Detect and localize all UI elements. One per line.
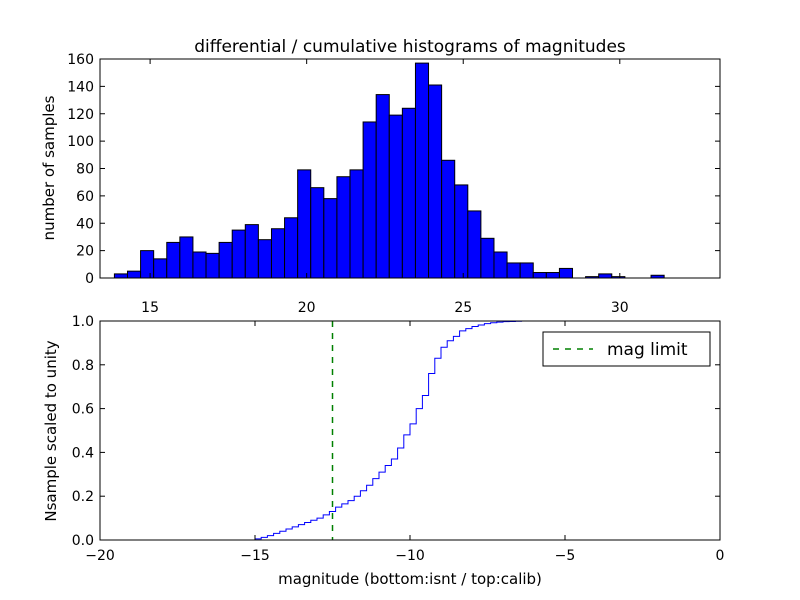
- x-tick-label: −20: [85, 548, 115, 564]
- x-tick-label: 0: [716, 548, 725, 564]
- chart-title: differential / cumulative histograms of …: [194, 37, 626, 57]
- histogram-bar: [375, 94, 390, 279]
- histogram-bar: [179, 236, 194, 279]
- histogram-bar: [545, 272, 560, 279]
- x-tick-label: 15: [141, 300, 159, 316]
- y-tick-label: 100: [67, 134, 94, 150]
- y-tick-label: 0.6: [72, 402, 94, 418]
- histogram-bar: [284, 217, 299, 279]
- y-tick-label: 0.8: [72, 358, 94, 374]
- y-tick-label: 60: [76, 189, 94, 205]
- histogram-bar: [388, 114, 403, 279]
- histogram-bar: [310, 187, 325, 279]
- x-axis-label: magnitude (bottom:isnt / top:calib): [278, 570, 542, 588]
- y-tick-label: 0.2: [72, 489, 94, 505]
- x-tick-label: 25: [454, 300, 472, 316]
- histogram-bar: [467, 210, 482, 279]
- histogram-bar: [166, 241, 181, 279]
- x-tick-label: −10: [395, 548, 425, 564]
- y-tick-label: 0: [85, 271, 94, 287]
- top-plot-frame: [99, 58, 721, 279]
- x-tick-label: 30: [611, 300, 629, 316]
- histogram-bar: [140, 250, 155, 279]
- histogram-bar: [257, 239, 272, 279]
- histogram-bar: [558, 267, 574, 279]
- histogram-bar: [414, 62, 430, 279]
- x-tick-label: −5: [555, 548, 576, 564]
- histogram-bar: [454, 184, 469, 279]
- cumulative-series: [112, 320, 721, 541]
- y-tick-label: 160: [67, 52, 94, 68]
- y-tick-label: 140: [67, 79, 94, 95]
- top-axes: 0 20 40 60 80 100 120 140 160 15 20 25 30: [67, 52, 720, 316]
- x-tick-label: 20: [298, 300, 316, 316]
- histogram-bar: [153, 258, 168, 279]
- y-tick-label: 80: [76, 162, 94, 178]
- bottom-axes: 0.0 0.2 0.4 0.6 0.8 1.0 −20 −15 −10 −5 0: [72, 314, 725, 564]
- histogram-bar: [126, 270, 142, 279]
- histogram-bar: [349, 169, 364, 279]
- bottom-y-axis-label: Nsample scaled to unity: [42, 340, 60, 521]
- histogram-bar: [205, 252, 220, 279]
- histogram-bar: [323, 198, 338, 279]
- histogram-bar: [362, 121, 377, 279]
- histogram-bar: [519, 262, 534, 279]
- y-tick-label: 0.4: [72, 445, 94, 461]
- histogram-bar: [401, 107, 416, 279]
- histogram-bar: [532, 272, 547, 279]
- cumulative-step-line: [112, 320, 721, 541]
- histogram-bar: [297, 169, 312, 279]
- legend: mag limit: [542, 331, 711, 367]
- legend-entry-mag-limit: mag limit: [607, 340, 688, 360]
- histogram-bars: [113, 62, 665, 279]
- y-tick-label: 120: [67, 107, 94, 123]
- histogram-bar: [231, 229, 246, 279]
- histogram-bar: [270, 228, 286, 279]
- top-y-axis-label: number of samples: [40, 95, 58, 240]
- bottom-plot-frame: [99, 320, 721, 541]
- histogram-bar: [506, 262, 521, 279]
- histogram-bar: [192, 251, 207, 279]
- histogram-bar: [493, 251, 508, 279]
- histogram-bar: [441, 159, 456, 279]
- histogram-bar: [218, 241, 233, 279]
- histogram-bar: [480, 237, 495, 279]
- histogram-bar: [428, 84, 443, 279]
- histogram-bar: [336, 176, 351, 279]
- histogram-bar: [244, 224, 259, 279]
- y-tick-label: 20: [76, 244, 94, 260]
- histogram-bar: [113, 273, 128, 279]
- x-tick-label: −15: [240, 548, 270, 564]
- histogram-bar: [598, 273, 613, 279]
- y-tick-label: 1.0: [72, 314, 94, 330]
- y-tick-label: 40: [76, 216, 94, 232]
- y-tick-label: 0.0: [72, 533, 94, 549]
